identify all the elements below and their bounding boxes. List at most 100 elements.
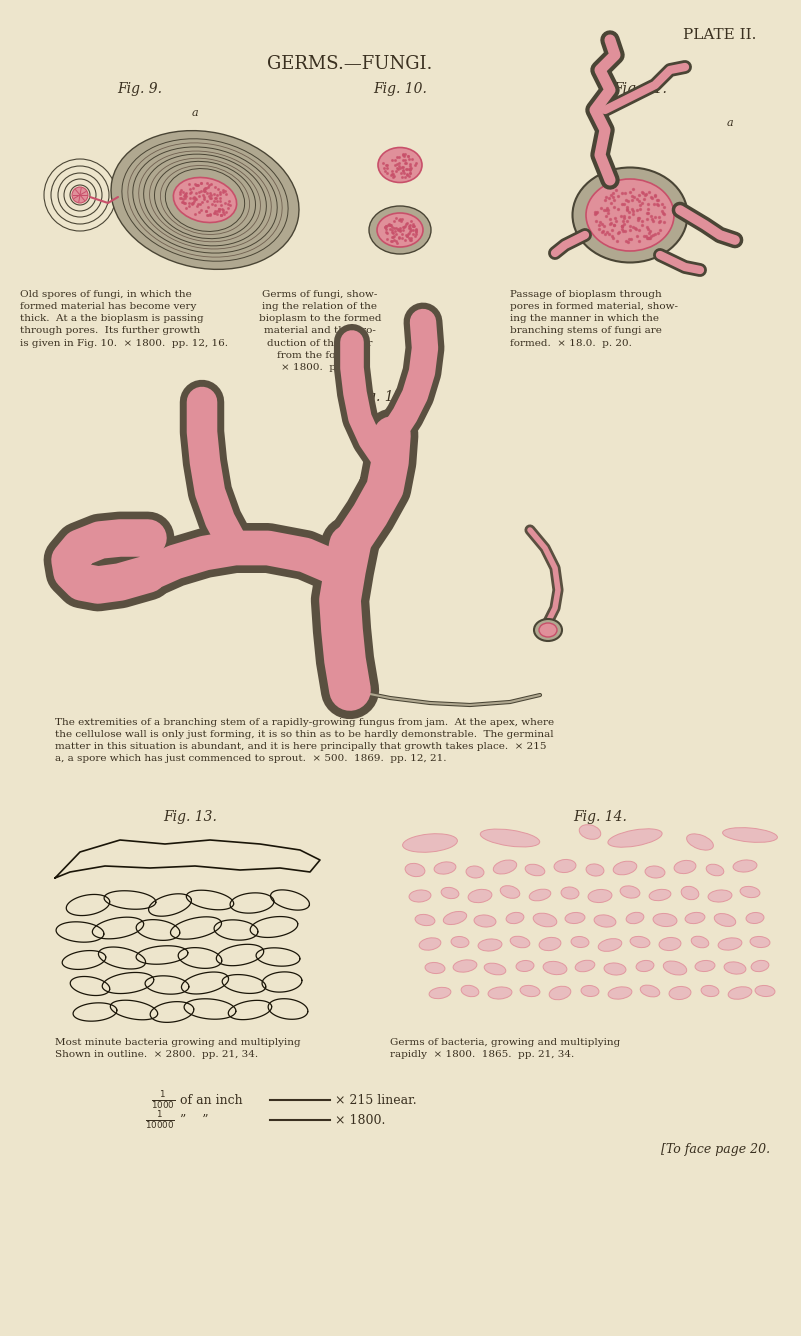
Text: Old spores of fungi, in which the
formed material has become very
thick.  At a t: Old spores of fungi, in which the formed…	[20, 290, 228, 347]
Ellipse shape	[620, 886, 640, 898]
Ellipse shape	[649, 890, 671, 900]
Text: Fig. 14.: Fig. 14.	[573, 810, 627, 824]
Ellipse shape	[377, 212, 423, 247]
Ellipse shape	[543, 962, 567, 975]
Polygon shape	[55, 840, 320, 878]
Polygon shape	[171, 916, 222, 939]
Polygon shape	[92, 918, 143, 939]
Ellipse shape	[640, 985, 660, 997]
Ellipse shape	[751, 961, 769, 971]
Ellipse shape	[645, 866, 665, 878]
Ellipse shape	[594, 915, 616, 927]
Text: ”    ”: ” ”	[180, 1113, 208, 1126]
Ellipse shape	[740, 886, 760, 898]
Ellipse shape	[63, 534, 153, 589]
Ellipse shape	[575, 961, 595, 971]
Ellipse shape	[474, 915, 496, 927]
Ellipse shape	[701, 986, 719, 997]
Text: × 215 linear.: × 215 linear.	[335, 1093, 417, 1106]
Ellipse shape	[573, 167, 687, 262]
Ellipse shape	[579, 824, 601, 839]
Polygon shape	[262, 971, 302, 993]
Ellipse shape	[484, 963, 505, 975]
Ellipse shape	[425, 962, 445, 974]
Ellipse shape	[478, 939, 502, 951]
Polygon shape	[99, 947, 146, 969]
Polygon shape	[73, 1003, 117, 1021]
Text: [To face page 20.: [To face page 20.	[661, 1144, 770, 1157]
Ellipse shape	[691, 937, 709, 947]
Ellipse shape	[453, 959, 477, 973]
Ellipse shape	[630, 937, 650, 947]
Ellipse shape	[571, 937, 589, 947]
Polygon shape	[230, 892, 274, 912]
Polygon shape	[187, 890, 234, 910]
Ellipse shape	[403, 834, 457, 852]
Polygon shape	[222, 974, 266, 994]
Ellipse shape	[686, 834, 714, 850]
Polygon shape	[271, 890, 309, 910]
Text: Germs of fungi, show-
ing the relation of the
bioplasm to the formed
material an: Germs of fungi, show- ing the relation o…	[259, 290, 381, 371]
Polygon shape	[66, 894, 110, 915]
Ellipse shape	[746, 912, 764, 923]
Text: Passage of bioplasm through
pores in formed material, show-
ing the manner in wh: Passage of bioplasm through pores in for…	[510, 290, 678, 347]
Polygon shape	[103, 973, 154, 994]
Ellipse shape	[72, 187, 88, 203]
Polygon shape	[136, 946, 188, 965]
Polygon shape	[150, 1002, 194, 1022]
Polygon shape	[111, 1001, 158, 1019]
Ellipse shape	[405, 863, 425, 876]
Ellipse shape	[588, 890, 612, 903]
Text: Fig. 9.: Fig. 9.	[118, 81, 163, 96]
Ellipse shape	[516, 961, 534, 971]
Polygon shape	[136, 919, 179, 941]
Ellipse shape	[706, 864, 724, 876]
Ellipse shape	[488, 987, 512, 999]
Ellipse shape	[586, 179, 674, 251]
Ellipse shape	[608, 828, 662, 847]
Text: $\frac{1}{1000}$: $\frac{1}{1000}$	[151, 1089, 175, 1112]
Text: $\frac{1}{10000}$: $\frac{1}{10000}$	[145, 1109, 175, 1132]
Ellipse shape	[674, 860, 696, 874]
Polygon shape	[256, 947, 300, 966]
Ellipse shape	[461, 986, 479, 997]
Ellipse shape	[554, 859, 576, 872]
Polygon shape	[184, 999, 236, 1019]
Ellipse shape	[510, 937, 529, 947]
Ellipse shape	[565, 912, 585, 923]
Ellipse shape	[451, 937, 469, 947]
Ellipse shape	[714, 914, 736, 926]
Polygon shape	[250, 916, 298, 938]
Ellipse shape	[468, 890, 492, 903]
Text: Fig. 10.: Fig. 10.	[373, 81, 427, 96]
Ellipse shape	[500, 886, 520, 898]
Polygon shape	[70, 977, 110, 995]
Text: Fig. 13.: Fig. 13.	[163, 810, 217, 824]
Ellipse shape	[111, 131, 299, 270]
Ellipse shape	[378, 147, 422, 183]
Ellipse shape	[604, 963, 626, 975]
Ellipse shape	[681, 886, 698, 899]
Ellipse shape	[539, 938, 561, 951]
Polygon shape	[56, 922, 104, 942]
Ellipse shape	[614, 862, 637, 875]
Ellipse shape	[481, 830, 540, 847]
Ellipse shape	[44, 159, 116, 231]
Polygon shape	[216, 945, 264, 966]
Ellipse shape	[718, 938, 742, 950]
Ellipse shape	[419, 938, 441, 950]
Ellipse shape	[708, 890, 732, 902]
Ellipse shape	[685, 912, 705, 923]
Text: × 1800.: × 1800.	[335, 1113, 385, 1126]
Ellipse shape	[581, 986, 599, 997]
Polygon shape	[182, 973, 228, 994]
Ellipse shape	[755, 986, 775, 997]
Ellipse shape	[520, 986, 540, 997]
Ellipse shape	[669, 986, 691, 999]
Text: Germs of bacteria, growing and multiplying
rapidly  × 1800.  1865.  pp. 21, 34.: Germs of bacteria, growing and multiplyi…	[390, 1038, 620, 1059]
Ellipse shape	[733, 860, 757, 872]
Text: Most minute bacteria growing and multiplying
Shown in outline.  × 2800.  pp. 21,: Most minute bacteria growing and multipl…	[55, 1038, 300, 1059]
Ellipse shape	[415, 914, 435, 926]
Polygon shape	[145, 975, 189, 994]
Ellipse shape	[659, 938, 681, 950]
